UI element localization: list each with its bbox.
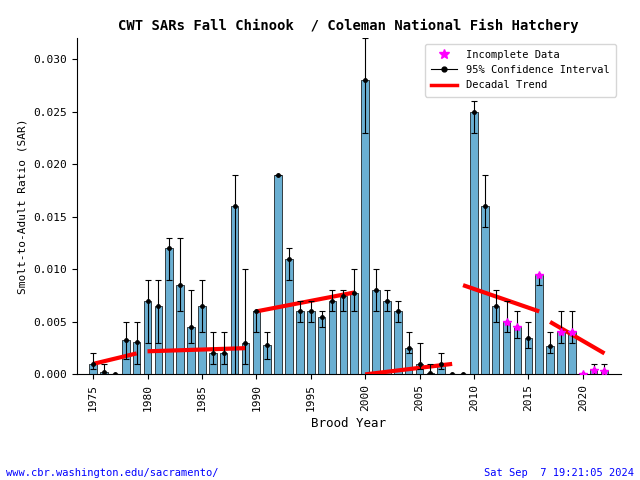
Bar (362, 80, 369, 374)
Bar (383, 301, 390, 374)
Bar (536, 275, 543, 374)
Bar (351, 292, 358, 374)
Bar (144, 301, 151, 374)
Bar (285, 259, 292, 374)
Bar (100, 372, 108, 374)
Bar (122, 340, 129, 374)
Bar (188, 327, 195, 374)
Bar (514, 327, 521, 374)
Bar (220, 353, 227, 374)
Bar (601, 371, 608, 374)
Bar (242, 343, 249, 374)
Bar (296, 312, 303, 374)
Bar (264, 345, 271, 374)
Bar (416, 364, 423, 374)
Legend: Incomplete Data, 95% Confidence Interval, Decadal Trend: Incomplete Data, 95% Confidence Interval… (425, 44, 616, 96)
X-axis label: Brood Year: Brood Year (311, 417, 387, 430)
Bar (177, 285, 184, 374)
Bar (405, 348, 412, 374)
Bar (340, 296, 347, 374)
Bar (590, 370, 597, 374)
Bar (253, 312, 260, 374)
Bar (166, 249, 173, 374)
Bar (470, 112, 477, 374)
Bar (307, 312, 314, 374)
Bar (90, 364, 97, 374)
Bar (133, 342, 140, 374)
Bar (394, 312, 401, 374)
Bar (209, 353, 216, 374)
Bar (438, 364, 445, 374)
Bar (275, 175, 282, 374)
Bar (329, 301, 336, 374)
Bar (155, 306, 162, 374)
Title: CWT SARs Fall Chinook  / Coleman National Fish Hatchery: CWT SARs Fall Chinook / Coleman National… (118, 19, 579, 33)
Text: www.cbr.washington.edu/sacramento/: www.cbr.washington.edu/sacramento/ (6, 468, 219, 478)
Bar (427, 373, 434, 374)
Bar (492, 306, 499, 374)
Bar (568, 332, 575, 374)
Text: Sat Sep  7 19:21:05 2024: Sat Sep 7 19:21:05 2024 (484, 468, 634, 478)
Bar (525, 337, 532, 374)
Y-axis label: Smolt-to-Adult Ratio (SAR): Smolt-to-Adult Ratio (SAR) (18, 119, 28, 294)
Bar (481, 206, 488, 374)
Bar (318, 317, 325, 374)
Bar (503, 322, 510, 374)
Bar (557, 332, 564, 374)
Bar (231, 206, 238, 374)
Bar (198, 306, 205, 374)
Bar (547, 346, 554, 374)
Bar (372, 290, 380, 374)
